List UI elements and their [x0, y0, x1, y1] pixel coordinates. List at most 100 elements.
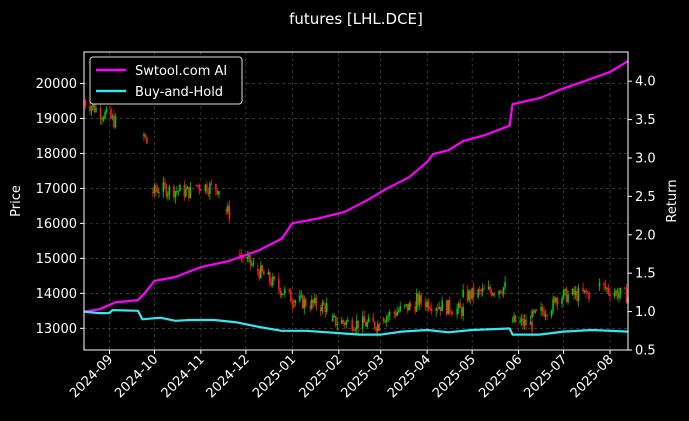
- candle-body: [492, 293, 494, 296]
- candle-body: [615, 290, 617, 294]
- candle-body: [215, 184, 217, 191]
- candle-body: [397, 310, 400, 312]
- y-left-tick-label: 19000: [36, 112, 77, 127]
- candle-body: [273, 276, 276, 280]
- candle-body: [535, 309, 538, 311]
- y-left-tick-label: 13000: [36, 322, 77, 337]
- candle-body: [466, 289, 469, 301]
- candle-body: [447, 300, 449, 315]
- candle-body: [502, 287, 505, 294]
- candle-body: [501, 292, 503, 294]
- candle-body: [424, 302, 427, 308]
- candle-body: [334, 315, 337, 326]
- candle-body: [483, 288, 485, 290]
- candle-body: [101, 118, 103, 120]
- candle-body: [144, 134, 147, 138]
- candle-body: [459, 303, 461, 308]
- candle-body: [520, 318, 523, 321]
- candle-body: [210, 183, 213, 185]
- candle-body: [469, 291, 472, 299]
- candle-body: [207, 192, 210, 194]
- candle-body: [375, 328, 378, 332]
- candle-body: [90, 107, 93, 112]
- candle-body: [415, 300, 418, 312]
- y-right-tick-label: 4.0: [635, 75, 656, 90]
- candle-body: [394, 313, 397, 316]
- candle-body: [373, 321, 376, 329]
- candle-body: [546, 314, 548, 316]
- candle-body: [624, 287, 626, 289]
- candle-body: [477, 289, 479, 298]
- legend-label-ai: Swtool.com AI: [135, 64, 227, 79]
- candlesticks: [83, 97, 629, 338]
- candle-body: [378, 324, 381, 331]
- candle-body: [258, 270, 261, 278]
- candle-body: [462, 307, 464, 316]
- candle-body: [417, 293, 419, 305]
- candle-body: [239, 254, 241, 256]
- y-right-tick-label: 3.0: [635, 151, 656, 166]
- candle-body: [189, 187, 192, 198]
- y-right-tick-label: 2.0: [635, 228, 656, 243]
- candle-body: [525, 319, 527, 326]
- candle-body: [372, 317, 375, 322]
- candle-body: [156, 189, 159, 193]
- candle-body: [519, 320, 521, 323]
- candle-body: [438, 306, 440, 309]
- candle-body: [366, 321, 369, 327]
- candle-body: [364, 322, 367, 327]
- candle-body: [114, 116, 117, 128]
- candle-body: [310, 299, 313, 309]
- candle-body: [315, 297, 318, 308]
- candle-body: [186, 186, 189, 190]
- candle-body: [387, 315, 390, 317]
- candle-body: [550, 311, 553, 316]
- candle-body: [218, 191, 220, 195]
- candle-body: [300, 295, 303, 297]
- candle-body: [173, 186, 175, 198]
- candle-body: [415, 293, 418, 301]
- candle-body: [343, 322, 346, 326]
- candle-body: [532, 310, 535, 313]
- candle-body: [448, 300, 451, 312]
- candle-body: [179, 185, 181, 192]
- candle-body: [555, 298, 557, 303]
- candle-body: [565, 288, 568, 303]
- candle-body: [102, 118, 105, 120]
- candle-body: [227, 205, 229, 212]
- candle-body: [522, 318, 524, 326]
- y-left-tick-label: 18000: [36, 147, 77, 162]
- candle-body: [439, 306, 442, 312]
- candle-body: [111, 115, 114, 119]
- y-left-tick-label: 14000: [36, 287, 77, 302]
- chart-title: futures [LHL.DCE]: [289, 10, 423, 28]
- candle-body: [531, 310, 533, 318]
- candle-body: [573, 288, 575, 295]
- candle-body: [153, 185, 156, 194]
- candle-body: [333, 315, 336, 317]
- candle-body: [269, 272, 271, 282]
- candle-body: [251, 264, 253, 266]
- candle-body: [556, 298, 559, 304]
- candle-body: [544, 314, 547, 317]
- candle-body: [200, 189, 202, 191]
- candle-body: [541, 307, 544, 312]
- candle-body: [576, 291, 578, 301]
- candle-body: [225, 209, 228, 212]
- candle-body: [552, 298, 554, 312]
- candle-body: [445, 300, 448, 315]
- candle-body: [249, 255, 252, 265]
- candle-body: [322, 302, 325, 305]
- candle-body: [325, 303, 328, 312]
- candle-body: [571, 288, 574, 295]
- candle-body: [478, 289, 481, 291]
- candle-body: [293, 300, 295, 303]
- candle-body: [361, 316, 364, 329]
- candle-body: [176, 191, 178, 193]
- candle-body: [345, 321, 348, 326]
- candle-body: [228, 205, 231, 219]
- candle-body: [625, 288, 628, 304]
- candle-body: [553, 296, 556, 303]
- candle-body: [406, 304, 409, 311]
